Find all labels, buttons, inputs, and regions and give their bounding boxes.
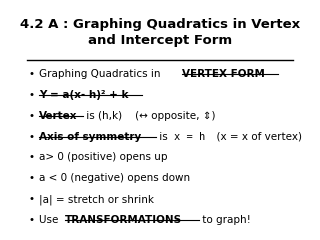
Text: to graph!: to graph!	[199, 215, 252, 225]
Text: x = h: x = h	[174, 132, 205, 142]
Text: 4.2 A : Graphing Quadratics in Vertex
and Intercept Form: 4.2 A : Graphing Quadratics in Vertex an…	[20, 18, 300, 47]
Text: is (h,k)    (↔ opposite, ⇕): is (h,k) (↔ opposite, ⇕)	[83, 111, 216, 121]
Text: •: •	[29, 215, 35, 225]
Text: (x = x of vertex): (x = x of vertex)	[210, 132, 301, 142]
Text: •: •	[29, 90, 35, 100]
Text: •: •	[29, 152, 35, 162]
Text: Graphing Quadratics in: Graphing Quadratics in	[39, 69, 164, 79]
Text: Use: Use	[39, 215, 61, 225]
Text: •: •	[29, 194, 35, 204]
Text: Vertex: Vertex	[39, 111, 77, 121]
Text: Y = a(x- h)² + k: Y = a(x- h)² + k	[39, 90, 128, 100]
Text: is: is	[156, 132, 172, 142]
Text: VERTEX FORM: VERTEX FORM	[182, 69, 265, 79]
Text: •: •	[29, 173, 35, 183]
Text: TRANSFORMATIONS: TRANSFORMATIONS	[65, 215, 182, 225]
Text: •: •	[29, 111, 35, 121]
Text: a < 0 (negative) opens down: a < 0 (negative) opens down	[39, 173, 190, 183]
Text: a> 0 (positive) opens up: a> 0 (positive) opens up	[39, 152, 167, 162]
Text: •: •	[29, 132, 35, 142]
Text: |a| = stretch or shrink: |a| = stretch or shrink	[39, 194, 154, 205]
Text: Axis of symmetry: Axis of symmetry	[39, 132, 141, 142]
Text: •: •	[29, 69, 35, 79]
